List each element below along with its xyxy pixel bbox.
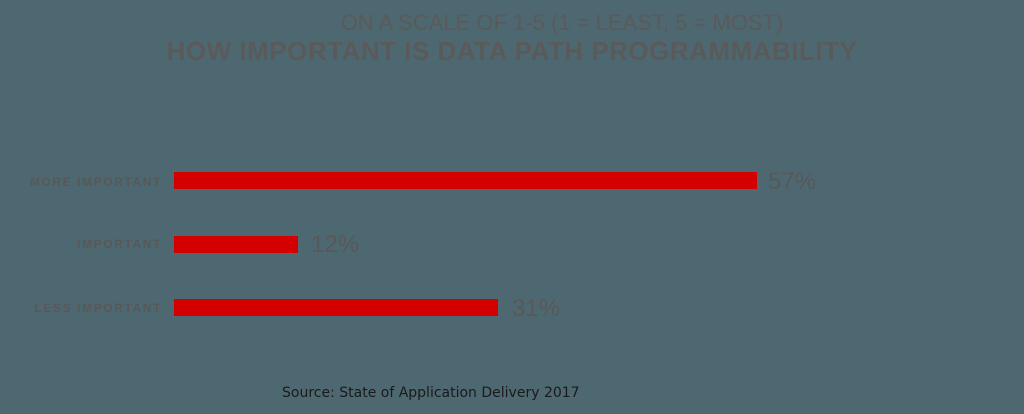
category-label-important: IMPORTANT [77, 237, 162, 251]
chart-title: HOW IMPORTANT IS DATA PATH PROGRAMMABILI… [166, 36, 858, 66]
category-label-more-important: MORE IMPORTANT [29, 175, 162, 189]
value-label-more-important: 57% [768, 168, 817, 195]
category-label-less-important: LESS IMPORTANT [34, 301, 162, 315]
value-label-important: 12% [311, 231, 360, 258]
bar-more-important [174, 172, 757, 189]
bar-important [174, 236, 298, 253]
chart-subtitle: ON A SCALE OF 1-5 (1 = LEAST, 5 = MOST) [340, 10, 784, 35]
value-label-less-important: 31% [512, 295, 561, 322]
bar-less-important [174, 299, 498, 316]
source-caption: Source: State of Application Delivery 20… [282, 385, 580, 401]
